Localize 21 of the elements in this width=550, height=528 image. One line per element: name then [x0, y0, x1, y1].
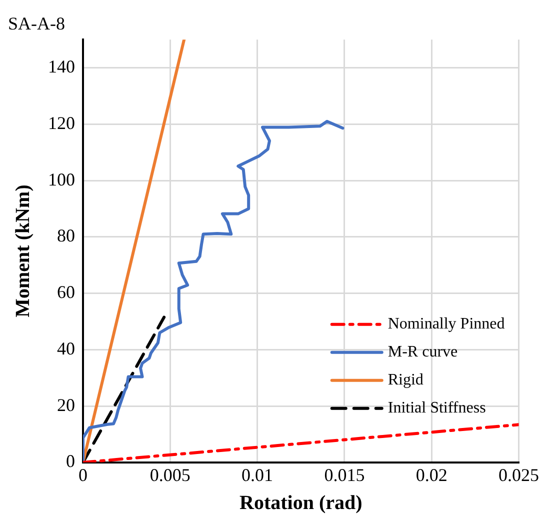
- legend-label: Nominally Pinned: [388, 316, 505, 333]
- x-tick-label: 0: [78, 464, 88, 485]
- x-tick-label: 0.005: [150, 464, 190, 485]
- legend-label: Initial Stiffness: [388, 400, 486, 417]
- x-tick-label: 0.015: [324, 464, 365, 485]
- y-tick-label: 140: [48, 56, 75, 77]
- chart-title: SA-A-8: [8, 14, 65, 34]
- y-tick-label: 120: [48, 112, 75, 133]
- legend-label: Rigid: [388, 372, 424, 389]
- x-tick-label: 0.02: [416, 464, 448, 485]
- y-tick-label: 20: [57, 394, 75, 415]
- y-axis-title: Moment (kNm): [12, 184, 34, 318]
- x-tick-label: 0.025: [498, 464, 539, 485]
- y-tick-label: 0: [66, 451, 75, 472]
- y-tick-label: 40: [57, 338, 75, 358]
- y-tick-label: 60: [57, 282, 75, 302]
- x-axis-title: Rotation (rad): [239, 492, 362, 514]
- legend-label: M-R curve: [388, 344, 458, 361]
- y-tick-label: 80: [57, 226, 75, 246]
- y-tick-label: 100: [48, 169, 75, 190]
- x-tick-label: 0.01: [242, 464, 274, 485]
